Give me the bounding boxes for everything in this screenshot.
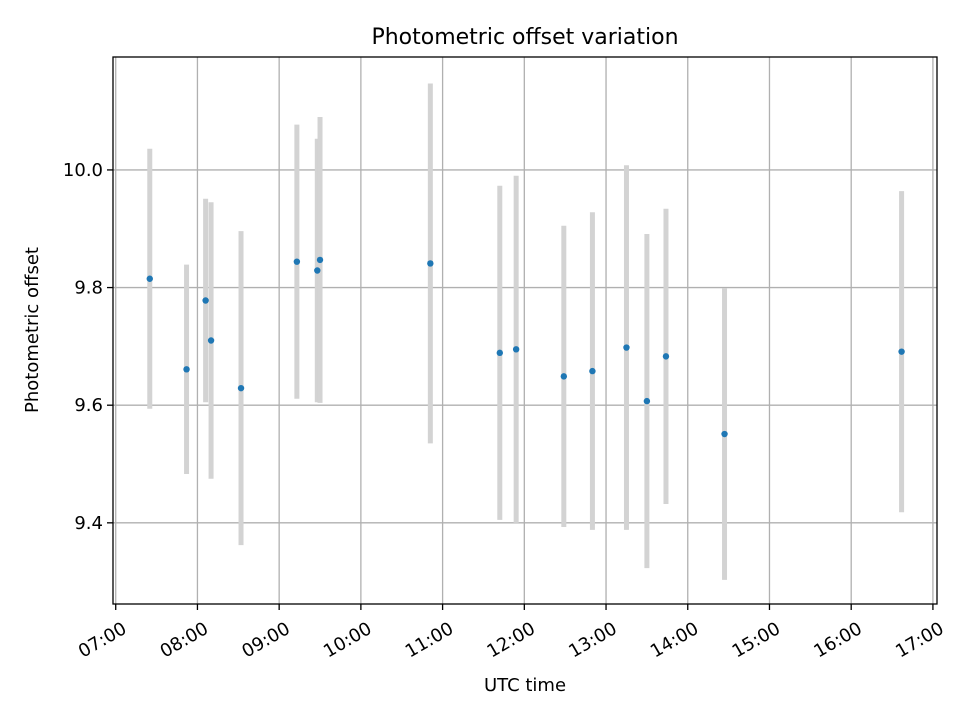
data-point bbox=[316, 256, 324, 264]
y-tick-label: 9.6 bbox=[74, 395, 103, 416]
y-tick-label: 9.8 bbox=[74, 278, 103, 299]
plot-frame bbox=[112, 56, 938, 605]
data-point bbox=[202, 297, 209, 304]
data-point bbox=[237, 384, 245, 392]
data-point bbox=[623, 344, 630, 351]
data-point bbox=[427, 260, 434, 267]
data-point bbox=[721, 430, 728, 438]
data-point bbox=[512, 346, 520, 353]
data-point bbox=[560, 373, 568, 380]
data-point bbox=[898, 348, 905, 355]
data-point bbox=[207, 337, 215, 344]
chart-title: Photometric offset variation bbox=[371, 25, 678, 50]
data-point bbox=[496, 349, 504, 357]
data-point bbox=[662, 353, 670, 360]
y-tick-label: 10.0 bbox=[63, 160, 103, 181]
data-point bbox=[183, 366, 190, 373]
data-point bbox=[293, 258, 301, 265]
y-axis-ticks: 9.4 9.6 9.8 10.0 bbox=[63, 160, 113, 534]
data-point bbox=[589, 367, 596, 375]
x-axis-label: UTC time bbox=[484, 675, 566, 696]
data-points bbox=[146, 256, 905, 438]
y-tick-label: 9.4 bbox=[74, 513, 103, 534]
data-point bbox=[314, 267, 321, 274]
data-point bbox=[643, 397, 651, 405]
data-point bbox=[146, 275, 153, 282]
grid-lines bbox=[113, 57, 937, 604]
y-axis-label: Photometric offset bbox=[22, 247, 43, 413]
